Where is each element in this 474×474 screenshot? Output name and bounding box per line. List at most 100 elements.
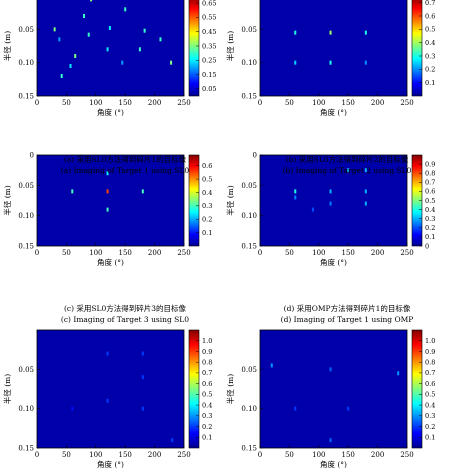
colorbar-tick-label: 1.0 [202, 337, 212, 345]
x-tick-label: 200 [371, 99, 384, 107]
colorbar-tick-label: 0.25 [202, 57, 216, 65]
data-point [397, 371, 400, 376]
colorbar-tick-label: 0.3 [425, 215, 435, 223]
x-tick-label: 50 [285, 99, 294, 107]
colorbar-tick-label: 0.9 [425, 348, 435, 356]
colorbar-tick-label: 0.4 [425, 39, 435, 47]
colorbar-tick-label: 0.5 [425, 197, 435, 205]
data-point [124, 7, 127, 12]
data-point [270, 363, 273, 368]
colorbar-tick-label: 0.65 [202, 0, 216, 7]
y-tick-label: 0.10 [241, 405, 257, 413]
colorbar-tick-label: 0.9 [202, 348, 212, 356]
colorbar [188, 0, 200, 97]
data-point [364, 30, 367, 35]
data-point [106, 189, 109, 194]
data-point [294, 406, 297, 411]
data-point [60, 74, 63, 78]
colorbar-tick-label: 0.3 [425, 52, 435, 60]
colorbar [188, 154, 200, 247]
colorbar-tick-label: 0.6 [425, 380, 435, 388]
data-point [347, 406, 350, 411]
colorbar-tick-label: 0.9 [425, 160, 435, 168]
colorbar-tick-label: 0.3 [202, 202, 212, 210]
data-point [87, 32, 90, 37]
y-axis-label: 半径 (m) [2, 185, 12, 215]
x-tick-label: 250 [177, 451, 190, 459]
heatmap-panel-b: 0 50 100 150 200 250 0.05 0.10 0.15 角度 (°) 半径 (m) 0… [225, 0, 435, 117]
colorbar-tick-label: 0.2 [425, 224, 435, 232]
data-point [329, 60, 332, 65]
axes-frame [36, 0, 185, 97]
colorbar [411, 329, 423, 449]
heatmap-panel-c: 0 50 100 150 200 250 0 0.05 0.10 0.15 角度 (°) 半径 (m)… [2, 152, 212, 268]
y-tick-label: 0.10 [18, 212, 34, 220]
y-tick-label: 0.05 [18, 366, 34, 374]
caption-en-d: (d) Imaging of Target 1 using OMP [281, 315, 414, 324]
x-axis-label: 角度 (°) [97, 459, 124, 469]
colorbar-tick-label: 0.4 [425, 206, 435, 214]
data-point [141, 351, 144, 356]
x-tick-label: 100 [312, 99, 325, 107]
colorbar-tick-label: 0.2 [202, 216, 212, 224]
colorbar-tick-label: 0.6 [202, 162, 212, 170]
colorbar-tick-label: 0.5 [425, 391, 435, 399]
colorbar-tick-label: 0.3 [425, 412, 435, 420]
y-axis-label: 半径 (m) [2, 374, 12, 404]
data-point [58, 37, 61, 42]
y-tick-label: 0.05 [241, 366, 257, 374]
x-tick-label: 150 [342, 451, 355, 459]
y-axis-label: 半径 (m) [225, 185, 235, 215]
data-point [311, 207, 314, 212]
data-point [106, 171, 109, 176]
x-axis-label: 角度 (°) [320, 459, 347, 469]
y-axis-label: 半径 (m) [225, 31, 235, 61]
colorbar-tick-label: 0.55 [202, 14, 216, 22]
x-axis-label: 角度 (°) [320, 257, 347, 267]
x-tick-label: 100 [89, 99, 102, 107]
colorbar-tick-label: 0.05 [202, 85, 216, 93]
caption-en-b: (b) Imaging of Target 2 using SL0 [283, 166, 412, 175]
data-point [329, 438, 332, 443]
colorbar [411, 0, 423, 97]
x-tick-label: 150 [342, 249, 355, 257]
plot-area [37, 0, 184, 96]
axes-frame [259, 0, 408, 97]
y-axis-label: 半径 (m) [225, 374, 235, 404]
data-point [90, 0, 93, 2]
colorbar-tick-label: 0.8 [425, 358, 435, 366]
data-point [106, 398, 109, 403]
colorbar-tick-label: 0.4 [202, 401, 212, 409]
colorbar-tick-label: 0.1 [425, 434, 435, 442]
heatmap-panel-a: 0 50 100 150 200 250 0.05 0.10 0.15 角度 (°) 半径 (m) 0… [2, 0, 216, 117]
axes-frame [259, 154, 408, 247]
y-tick-label: 0 [253, 152, 257, 160]
caption-cn-d: (d) 采用OMP方法得到碎片1的目标像 [284, 303, 411, 313]
y-tick-label: 0.15 [241, 243, 257, 251]
y-tick-label: 0.10 [18, 405, 34, 413]
x-tick-label: 0 [35, 249, 39, 257]
x-tick-label: 100 [312, 249, 325, 257]
colorbar-tick-label: 0.35 [202, 42, 216, 50]
plot-area [37, 330, 184, 448]
y-tick-label: 0.05 [18, 26, 34, 34]
colorbar-tick-label: 0.7 [425, 179, 435, 187]
colorbar-tick-label: 0.1 [202, 434, 212, 442]
data-point [71, 189, 74, 194]
data-point [294, 189, 297, 194]
data-point [141, 189, 144, 194]
y-tick-label: 0.15 [18, 243, 34, 251]
data-point [364, 201, 367, 206]
data-point [171, 438, 174, 443]
caption-cn-a: (a) 采用SL0方法得到碎片1的目标像 [64, 154, 187, 164]
data-point [143, 28, 146, 33]
data-point [74, 54, 77, 58]
colorbar-tick-label: 0.6 [202, 380, 212, 388]
colorbar-tick-label: 0.15 [202, 71, 216, 79]
data-point [329, 367, 332, 372]
y-tick-label: 0.15 [18, 445, 34, 453]
colorbar-tick-label: 0.7 [425, 0, 435, 7]
plot-area [260, 330, 407, 448]
data-point [121, 60, 124, 65]
